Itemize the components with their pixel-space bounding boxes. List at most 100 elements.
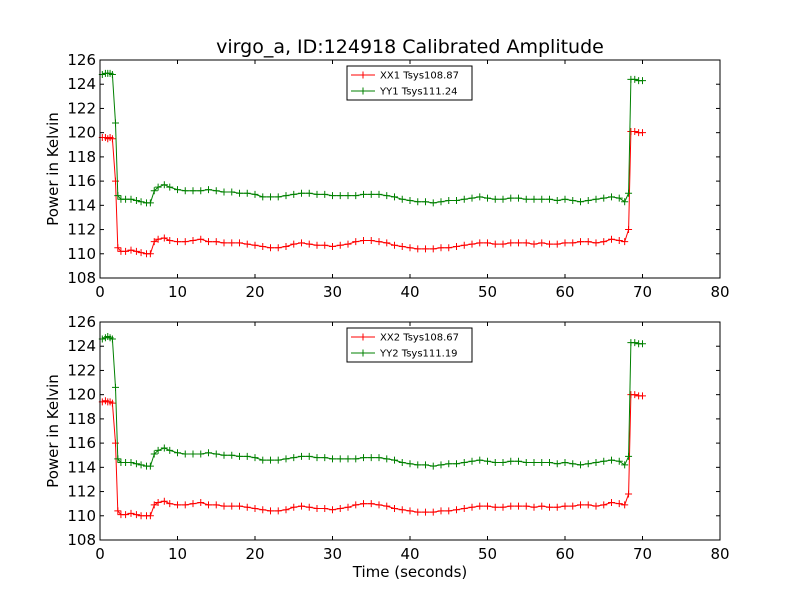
data-point <box>507 457 515 465</box>
y-tick-label: 118 <box>67 410 96 428</box>
data-point <box>639 77 646 85</box>
data-point <box>592 502 600 510</box>
data-point <box>220 188 228 196</box>
data-point <box>515 194 522 202</box>
data-point <box>259 243 267 251</box>
data-point <box>631 127 639 135</box>
data-point <box>228 239 236 247</box>
data-point <box>290 454 298 462</box>
data-point <box>108 335 116 343</box>
data-point <box>561 239 569 247</box>
data-point <box>181 450 189 458</box>
data-point <box>336 241 344 249</box>
data-point <box>112 439 119 447</box>
x-tick-label: 40 <box>400 545 419 563</box>
data-point <box>137 461 145 469</box>
data-point <box>553 503 561 511</box>
series-1 <box>98 391 646 520</box>
data-point <box>608 193 615 201</box>
data-point <box>375 238 383 246</box>
y-axis-label: Power in Kelvin <box>44 112 62 226</box>
data-point <box>166 500 174 508</box>
legend-label: YY1 Tsys111.24 <box>379 87 458 98</box>
data-point <box>205 501 212 509</box>
data-point <box>329 506 336 514</box>
data-point <box>127 246 135 254</box>
data-point <box>360 190 367 198</box>
data-point <box>631 75 639 83</box>
data-point <box>437 507 445 515</box>
data-point <box>406 507 414 515</box>
y-tick-label: 118 <box>67 148 96 166</box>
data-point <box>114 455 122 463</box>
data-point <box>137 198 145 206</box>
data-point <box>305 189 313 197</box>
legend-marker <box>359 349 367 357</box>
data-point <box>132 247 140 255</box>
data-point <box>360 500 367 508</box>
data-point <box>615 194 623 202</box>
y-tick-label: 126 <box>67 51 96 69</box>
data-point <box>220 451 228 459</box>
data-point <box>445 460 453 468</box>
data-point <box>220 239 228 247</box>
data-point <box>298 502 305 510</box>
data-point <box>112 119 119 127</box>
data-point <box>621 501 629 509</box>
data-point <box>631 391 639 399</box>
data-point <box>422 508 429 516</box>
data-point <box>274 193 282 201</box>
series-2 <box>98 69 646 207</box>
data-point <box>321 454 329 462</box>
data-point <box>608 498 615 506</box>
data-point <box>290 503 298 511</box>
data-point <box>631 339 639 347</box>
data-point <box>122 247 130 255</box>
data-point <box>530 503 538 511</box>
data-point <box>137 249 145 257</box>
data-point <box>267 507 274 515</box>
data-point <box>146 512 154 520</box>
data-point <box>243 240 251 248</box>
data-point <box>553 196 561 204</box>
data-point <box>538 195 546 203</box>
data-point <box>243 189 251 197</box>
data-point <box>174 238 181 246</box>
data-point <box>460 241 468 249</box>
data-point <box>468 457 476 465</box>
data-point <box>398 195 406 203</box>
data-point <box>625 490 633 498</box>
data-point <box>391 241 398 249</box>
data-point <box>150 238 158 246</box>
data-point <box>108 399 116 407</box>
data-point <box>228 502 236 510</box>
data-point <box>584 501 592 509</box>
data-point <box>228 188 236 196</box>
legend-label: XX2 Tsys108.67 <box>380 333 459 344</box>
data-point <box>114 244 122 252</box>
data-point <box>127 195 135 203</box>
legend-marker <box>359 333 367 341</box>
subplot-2: 0 10 20 30 40 50 60 70 80 108 110 112 114 116 118 120 12… <box>44 313 730 581</box>
x-tick-label: 10 <box>168 283 187 301</box>
data-point <box>154 446 162 454</box>
data-point <box>468 194 476 202</box>
data-point <box>259 193 267 201</box>
data-point <box>491 240 499 248</box>
data-point <box>484 239 491 247</box>
data-point <box>108 71 116 79</box>
data-point <box>569 460 577 468</box>
y-tick-label: 116 <box>67 172 96 190</box>
data-point <box>313 454 321 462</box>
x-tick-label: 60 <box>555 545 574 563</box>
data-point <box>305 503 313 511</box>
data-point <box>608 235 615 243</box>
data-point <box>344 455 352 463</box>
data-point <box>391 505 398 513</box>
data-point <box>499 195 507 203</box>
data-point <box>166 183 174 191</box>
data-point <box>615 500 623 508</box>
y-tick-label: 122 <box>67 99 96 117</box>
data-point <box>515 502 522 510</box>
legend-label: YY2 Tsys111.19 <box>379 349 458 360</box>
